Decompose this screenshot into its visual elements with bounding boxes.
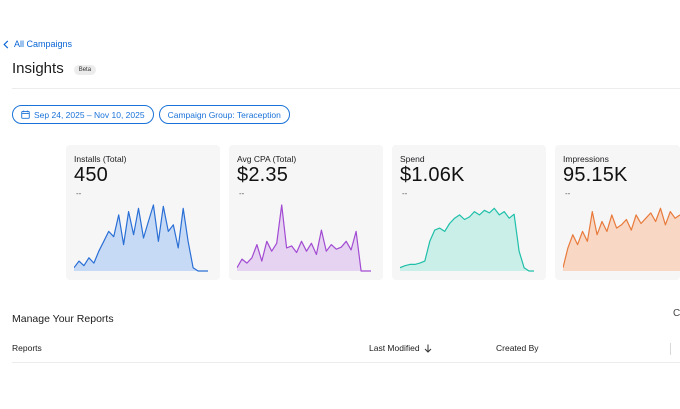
column-header-created-by[interactable]: Created By xyxy=(496,343,539,353)
sparkline-area xyxy=(563,208,680,271)
metric-card-impressions[interactable]: Impressions 95.15K -- xyxy=(555,145,680,280)
metric-card-spend[interactable]: Spend $1.06K -- xyxy=(392,145,546,280)
metric-card-avg-cpa[interactable]: Avg CPA (Total) $2.35 -- xyxy=(229,145,383,280)
date-range-filter[interactable]: Sep 24, 2025 – Nov 10, 2025 xyxy=(12,105,154,124)
sparkline-area xyxy=(400,208,534,271)
back-to-all-campaigns-link[interactable]: All Campaigns xyxy=(3,39,72,49)
campaign-group-filter[interactable]: Campaign Group: Teraception xyxy=(158,105,290,124)
sparkline-line xyxy=(237,204,371,272)
filter-bar: Sep 24, 2025 – Nov 10, 2025 Campaign Gro… xyxy=(12,105,290,124)
column-divider xyxy=(670,343,671,355)
last-modified-label: Last Modified xyxy=(369,343,420,353)
metric-label: Installs (Total) xyxy=(74,154,127,164)
metric-value: 450 xyxy=(74,164,108,186)
metric-card-installs[interactable]: Installs (Total) 450 -- xyxy=(66,145,220,280)
calendar-icon xyxy=(21,110,30,119)
arrow-down-icon xyxy=(424,344,431,353)
spend-sparkline xyxy=(400,207,534,272)
metric-label: Avg CPA (Total) xyxy=(237,154,297,164)
campaign-group-label: Campaign Group: Teraception xyxy=(167,109,281,120)
sparkline-line xyxy=(563,207,680,268)
table-divider xyxy=(12,362,680,363)
installs-sparkline xyxy=(74,204,208,272)
date-range-label: Sep 24, 2025 – Nov 10, 2025 xyxy=(34,109,145,120)
metric-label: Impressions xyxy=(563,154,609,164)
back-link-label: All Campaigns xyxy=(14,39,73,49)
metric-delta: -- xyxy=(76,189,82,198)
chevron-left-icon xyxy=(3,39,9,49)
sparkline-area xyxy=(237,205,371,271)
manage-reports-title: Manage Your Reports xyxy=(12,313,114,325)
column-header-last-modified[interactable]: Last Modified xyxy=(369,343,432,353)
reports-table-header: Reports Last Modified Created By xyxy=(12,343,680,357)
sparkline-line xyxy=(74,204,208,272)
header-divider xyxy=(12,88,680,89)
impressions-sparkline xyxy=(563,207,680,271)
sparkline-area xyxy=(74,205,208,271)
avg-cpa-sparkline xyxy=(237,204,371,272)
metric-value: 95.15K xyxy=(563,164,628,186)
metric-label: Spend xyxy=(400,154,425,164)
metric-value: $2.35 xyxy=(237,164,289,186)
page-header: Insights Beta xyxy=(12,60,97,77)
metric-delta: -- xyxy=(565,189,571,198)
metric-delta: -- xyxy=(239,189,245,198)
create-report-button[interactable]: C xyxy=(673,308,680,319)
beta-badge: Beta xyxy=(73,64,97,75)
metric-delta: -- xyxy=(402,189,408,198)
sparkline-line xyxy=(400,207,534,272)
column-header-reports[interactable]: Reports xyxy=(12,343,42,353)
page-title: Insights xyxy=(12,60,64,77)
metric-value: $1.06K xyxy=(400,164,465,186)
